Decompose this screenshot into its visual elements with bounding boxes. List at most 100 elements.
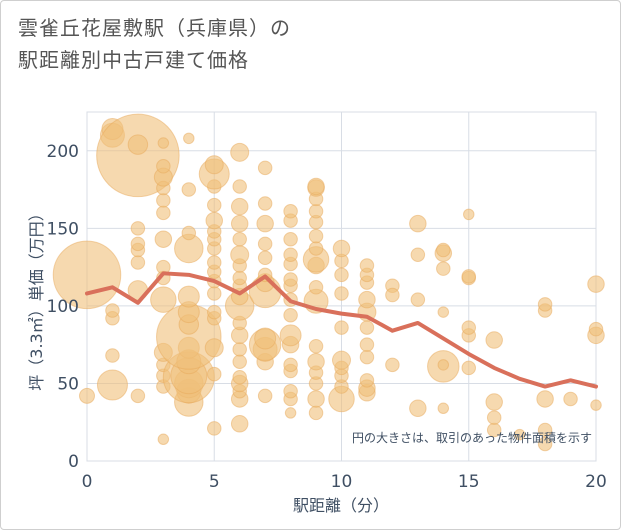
bubble [96, 369, 128, 401]
bubble [513, 428, 526, 441]
bubble [279, 324, 302, 347]
bubble [359, 349, 375, 365]
bubble [486, 410, 502, 425]
bubble [230, 197, 249, 216]
bubble [230, 142, 250, 162]
bubble [307, 390, 325, 408]
bubble [283, 231, 298, 247]
bubble [334, 320, 349, 335]
bubble [308, 228, 324, 244]
bubble [207, 286, 222, 301]
bubble [207, 304, 222, 320]
bubble [308, 280, 324, 295]
bubble [130, 221, 146, 236]
bubble [436, 261, 451, 276]
bubble [205, 211, 223, 230]
bubble [232, 354, 247, 369]
bubble [461, 320, 476, 335]
bubble [307, 177, 325, 196]
bubble [232, 369, 247, 385]
bubble [308, 338, 324, 354]
bubble [307, 352, 325, 371]
bubble [181, 182, 197, 197]
average-line-group [85, 271, 598, 389]
bubble [284, 407, 297, 419]
x-tick-label: 20 [585, 472, 607, 492]
bubble [157, 137, 170, 149]
bubble [536, 390, 554, 408]
bubble [130, 255, 146, 270]
bubble [257, 160, 273, 176]
bubble [437, 402, 450, 415]
bubble [410, 247, 426, 262]
chart-title-line-1: 雲雀丘花屋敷駅（兵庫県）の [18, 16, 291, 40]
bubble-size-note: 円の大きさは、取引のあった物件面積を示す [352, 430, 592, 445]
bubble [156, 193, 171, 208]
bubble [156, 205, 171, 221]
bubble [463, 208, 475, 221]
bubble [563, 391, 578, 407]
bubble [359, 373, 375, 388]
bubble [257, 388, 273, 404]
bubble [590, 399, 602, 411]
y-tick-label: 50 [57, 374, 79, 394]
bubble [485, 331, 503, 349]
bubble [127, 134, 149, 155]
chart-title-line-2: 駅距離別中古戸建て価格 [18, 48, 249, 72]
bubble [156, 159, 171, 174]
bubble [52, 240, 122, 310]
bubble [588, 321, 604, 337]
bubble [207, 255, 222, 270]
bubble [207, 421, 222, 436]
bubble [332, 350, 351, 370]
average-price-line [85, 271, 598, 389]
bubble [130, 388, 146, 404]
bubble [207, 366, 222, 382]
bubble [256, 214, 274, 233]
bubble [334, 286, 349, 301]
bubble [359, 320, 375, 335]
bubble [177, 285, 200, 308]
x-tick-label: 10 [331, 472, 353, 492]
y-tick-labels: 0 50 100 150 200 [47, 142, 79, 472]
bubble [283, 307, 298, 323]
bubbles [52, 113, 605, 452]
x-tick-labels: 0 5 10 15 20 [82, 472, 607, 492]
bubble [358, 290, 376, 309]
bubble [436, 242, 451, 258]
bubble [207, 197, 222, 213]
bubble [385, 287, 400, 303]
bubble [537, 422, 553, 438]
bubble [79, 387, 95, 404]
bubble [283, 204, 298, 219]
x-tick-label: 5 [209, 472, 220, 492]
bubble [230, 214, 249, 233]
bubble [181, 225, 197, 241]
bubble [437, 359, 450, 371]
bubble [385, 357, 400, 373]
bubble [130, 236, 146, 252]
bubble [105, 303, 120, 318]
bubble [105, 348, 120, 363]
bubble [257, 236, 273, 252]
bubble [183, 132, 195, 145]
bubble [409, 214, 427, 233]
bubble [283, 272, 298, 287]
bubble [409, 399, 427, 418]
bubble [461, 269, 476, 284]
bubble [232, 179, 247, 194]
bubble [332, 239, 351, 258]
bubble [437, 306, 450, 318]
bubble [257, 250, 273, 266]
bubble [308, 204, 324, 219]
bubble [204, 338, 224, 358]
bubble [232, 342, 247, 357]
bubble [230, 245, 250, 265]
bubble [587, 275, 605, 293]
bubble [359, 337, 375, 352]
bubble [257, 196, 273, 211]
bubble [157, 433, 170, 446]
bubble [283, 247, 298, 262]
x-tick-label: 0 [82, 472, 93, 492]
